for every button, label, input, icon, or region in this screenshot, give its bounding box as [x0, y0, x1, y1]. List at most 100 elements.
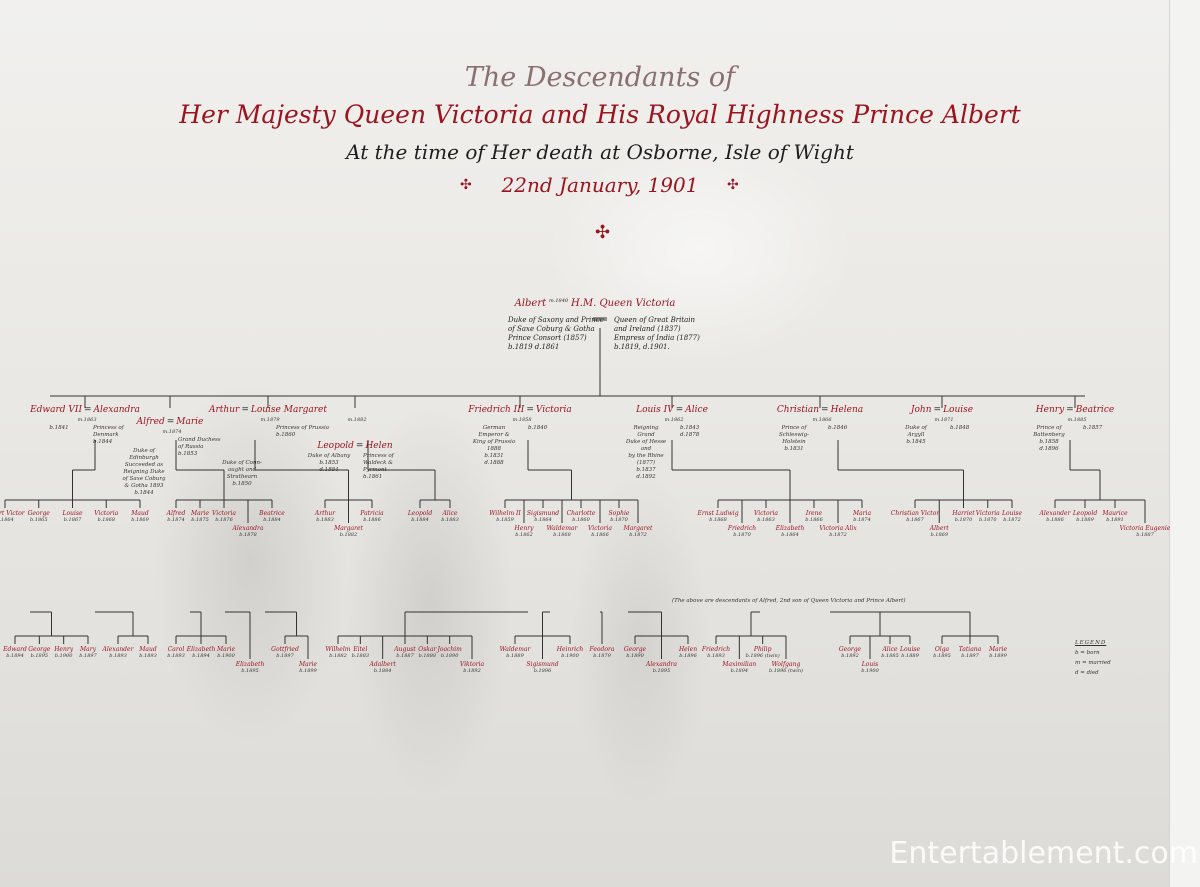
grandchild-name: Louise [1001, 510, 1023, 517]
grandchild-name: Sophie [608, 510, 630, 517]
great-grandchild-born: b.1893 [167, 653, 185, 659]
grandchild-born: b.1884 [411, 517, 429, 523]
ornament-icon: ✣ [727, 177, 739, 193]
great-grandchild: Wolfgang b.1896 (twin) [769, 661, 803, 674]
grandchild-name: Christian Victor [890, 510, 940, 517]
great-grandchild-name: Alexander [102, 646, 134, 653]
grandchild-name: Alexander [1039, 510, 1071, 517]
root-wife-details: Queen of Great Britain and Ireland (1837… [614, 316, 700, 351]
marriage-sign: = [821, 405, 829, 415]
grandchild: Victoria b.1876 [212, 510, 236, 523]
child-details: Reigning Grand Duke of Hesse and by the … [625, 425, 667, 480]
grandchild: Waldemar b.1868 [547, 525, 578, 538]
child-marriage: m.1882 [347, 417, 367, 423]
great-grandchild-name: George [838, 646, 862, 653]
child-name: Christian [776, 405, 820, 415]
great-grandchild: Marie b.1899 [989, 646, 1007, 659]
grandchild: Elizabeth b.1864 [776, 525, 805, 538]
grandchild: Marie b.1875 [191, 510, 209, 523]
great-grandchild: Elizabeth b.1895 [236, 661, 265, 674]
great-grandchild-born: b.1894 [192, 653, 210, 659]
grandchild-name: Victoria [212, 510, 236, 517]
grandchild-born: b.1882 [339, 532, 358, 538]
great-grandchild-born: b.1896 (twin) [745, 653, 780, 659]
great-grandchild: George b.1895 [28, 646, 50, 659]
great-grandchild-born: b.1889 [901, 653, 919, 659]
great-grandchild-name: Viktoria [459, 661, 485, 668]
grandchild: Patricia b.1886 [360, 510, 383, 523]
spouse-details: b.1840 [528, 425, 548, 431]
grandchild-born: b.1872 [629, 532, 647, 538]
child-marriage: m.1885 [1067, 417, 1087, 423]
child-marriage: m.1871 [934, 417, 954, 423]
great-grandchild-name: Philip [753, 646, 772, 653]
grandchild-name: Victoria [975, 510, 1000, 517]
marriage-sign: = [355, 441, 364, 451]
great-grandchild: Feodora b.1879 [590, 646, 615, 659]
grandchild-born: b.1864 [534, 517, 552, 523]
grandchild-name: Alexandra [232, 525, 264, 532]
child-spouse: Alice [685, 405, 708, 415]
grandchild-born: b.1870 [733, 532, 751, 538]
great-grandchild-born: b.1887 [396, 653, 414, 659]
spouse-details: b.1846 [828, 425, 848, 431]
grandchild-name: Sigismund [526, 510, 560, 517]
great-grandchild: Friedrich b.1893 [702, 646, 730, 659]
grandchild-name: George [27, 510, 50, 517]
grandchild-born: b.1868 [553, 532, 571, 538]
great-grandchild: Wilhelm b.1882 [326, 646, 351, 659]
grandchild-born: b.1887 [1136, 532, 1154, 538]
child-spouse: Louise Margaret [250, 405, 328, 415]
grandchild-name: Leopold [407, 510, 433, 517]
great-grandchild-born: b.1899 [989, 653, 1007, 659]
great-grandchild-name: Louis [861, 661, 879, 668]
great-grandchild-name: Mary [80, 646, 96, 653]
great-grandchild: Maximilian b.1894 [722, 661, 756, 674]
great-grandchild-name: Alexandra [646, 661, 677, 668]
grandchild-name: Margaret [334, 525, 363, 532]
great-grandchild-born: b.1894 [730, 668, 749, 674]
great-grandchild-name: Marie [298, 661, 318, 668]
grandchild: Victoria b.1863 [754, 510, 778, 523]
grandchild-born: b.1869 [930, 532, 948, 538]
child-couple: Louis IV = Alice [636, 405, 708, 415]
great-grandchild: Olga b.1895 [933, 646, 951, 659]
child-details: German Emperor & King of Prussia 1888 b.… [472, 425, 516, 466]
root-wife: H.M. Queen Victoria [570, 298, 676, 309]
great-grandchild-born: b.1885 [881, 653, 899, 659]
child-spouse: Alexandra [93, 405, 140, 415]
grandchild-name: Waldemar [546, 525, 578, 532]
great-grandchild-born: b.1900 [561, 653, 579, 659]
grandchild-name: Beatrice [259, 510, 285, 517]
title-date: 22nd January, 1901 [501, 173, 699, 197]
great-grandchild-born: b.1900 [54, 653, 73, 659]
great-grandchild-born: b.1879 [593, 653, 611, 659]
spouse-details: Princess of Waldeck & Pyrmont b.1861 [363, 453, 394, 480]
root-husband-details: Duke of Saxony and Prince of Saxe Coburg… [508, 316, 604, 351]
grandchild: Alfred b.1874 [167, 510, 186, 523]
grandchild: Margaret b.1872 [624, 525, 653, 538]
ornament-icon: ✣ [460, 177, 472, 193]
spouse-details: Grand Duchess of Russia b.1853 [178, 437, 221, 457]
child-details: Prince of Schleswig- Holstein b.1831 [778, 425, 810, 452]
great-grandchild-name: Friedrich [701, 646, 731, 653]
child-spouse: Louise [943, 405, 974, 415]
great-grandchild: Helen b.1896 [679, 646, 697, 659]
child-name: Alfred [136, 417, 165, 427]
great-grandchild-born: b.1895 [241, 668, 259, 674]
great-grandchild-name: Marie [988, 646, 1008, 653]
great-grandchild: Elizabeth b.1894 [187, 646, 216, 659]
grandchild-name: Leopold [1072, 510, 1098, 517]
grandchild-born: b.1870 [978, 517, 997, 523]
child-couple: John = Louise [911, 405, 973, 415]
child-name: Louis IV [636, 405, 674, 415]
great-grandchild-name: George [623, 646, 647, 653]
grandchild-born: b.1886 [363, 517, 381, 523]
grandchild-born: b.1878 [239, 532, 257, 538]
great-grandchild-name: Elizabeth [235, 661, 265, 668]
child-marriage: m.1862 [664, 417, 684, 423]
marriage-sign: = [526, 405, 534, 415]
great-grandchild: Mary b.1897 [79, 646, 97, 659]
